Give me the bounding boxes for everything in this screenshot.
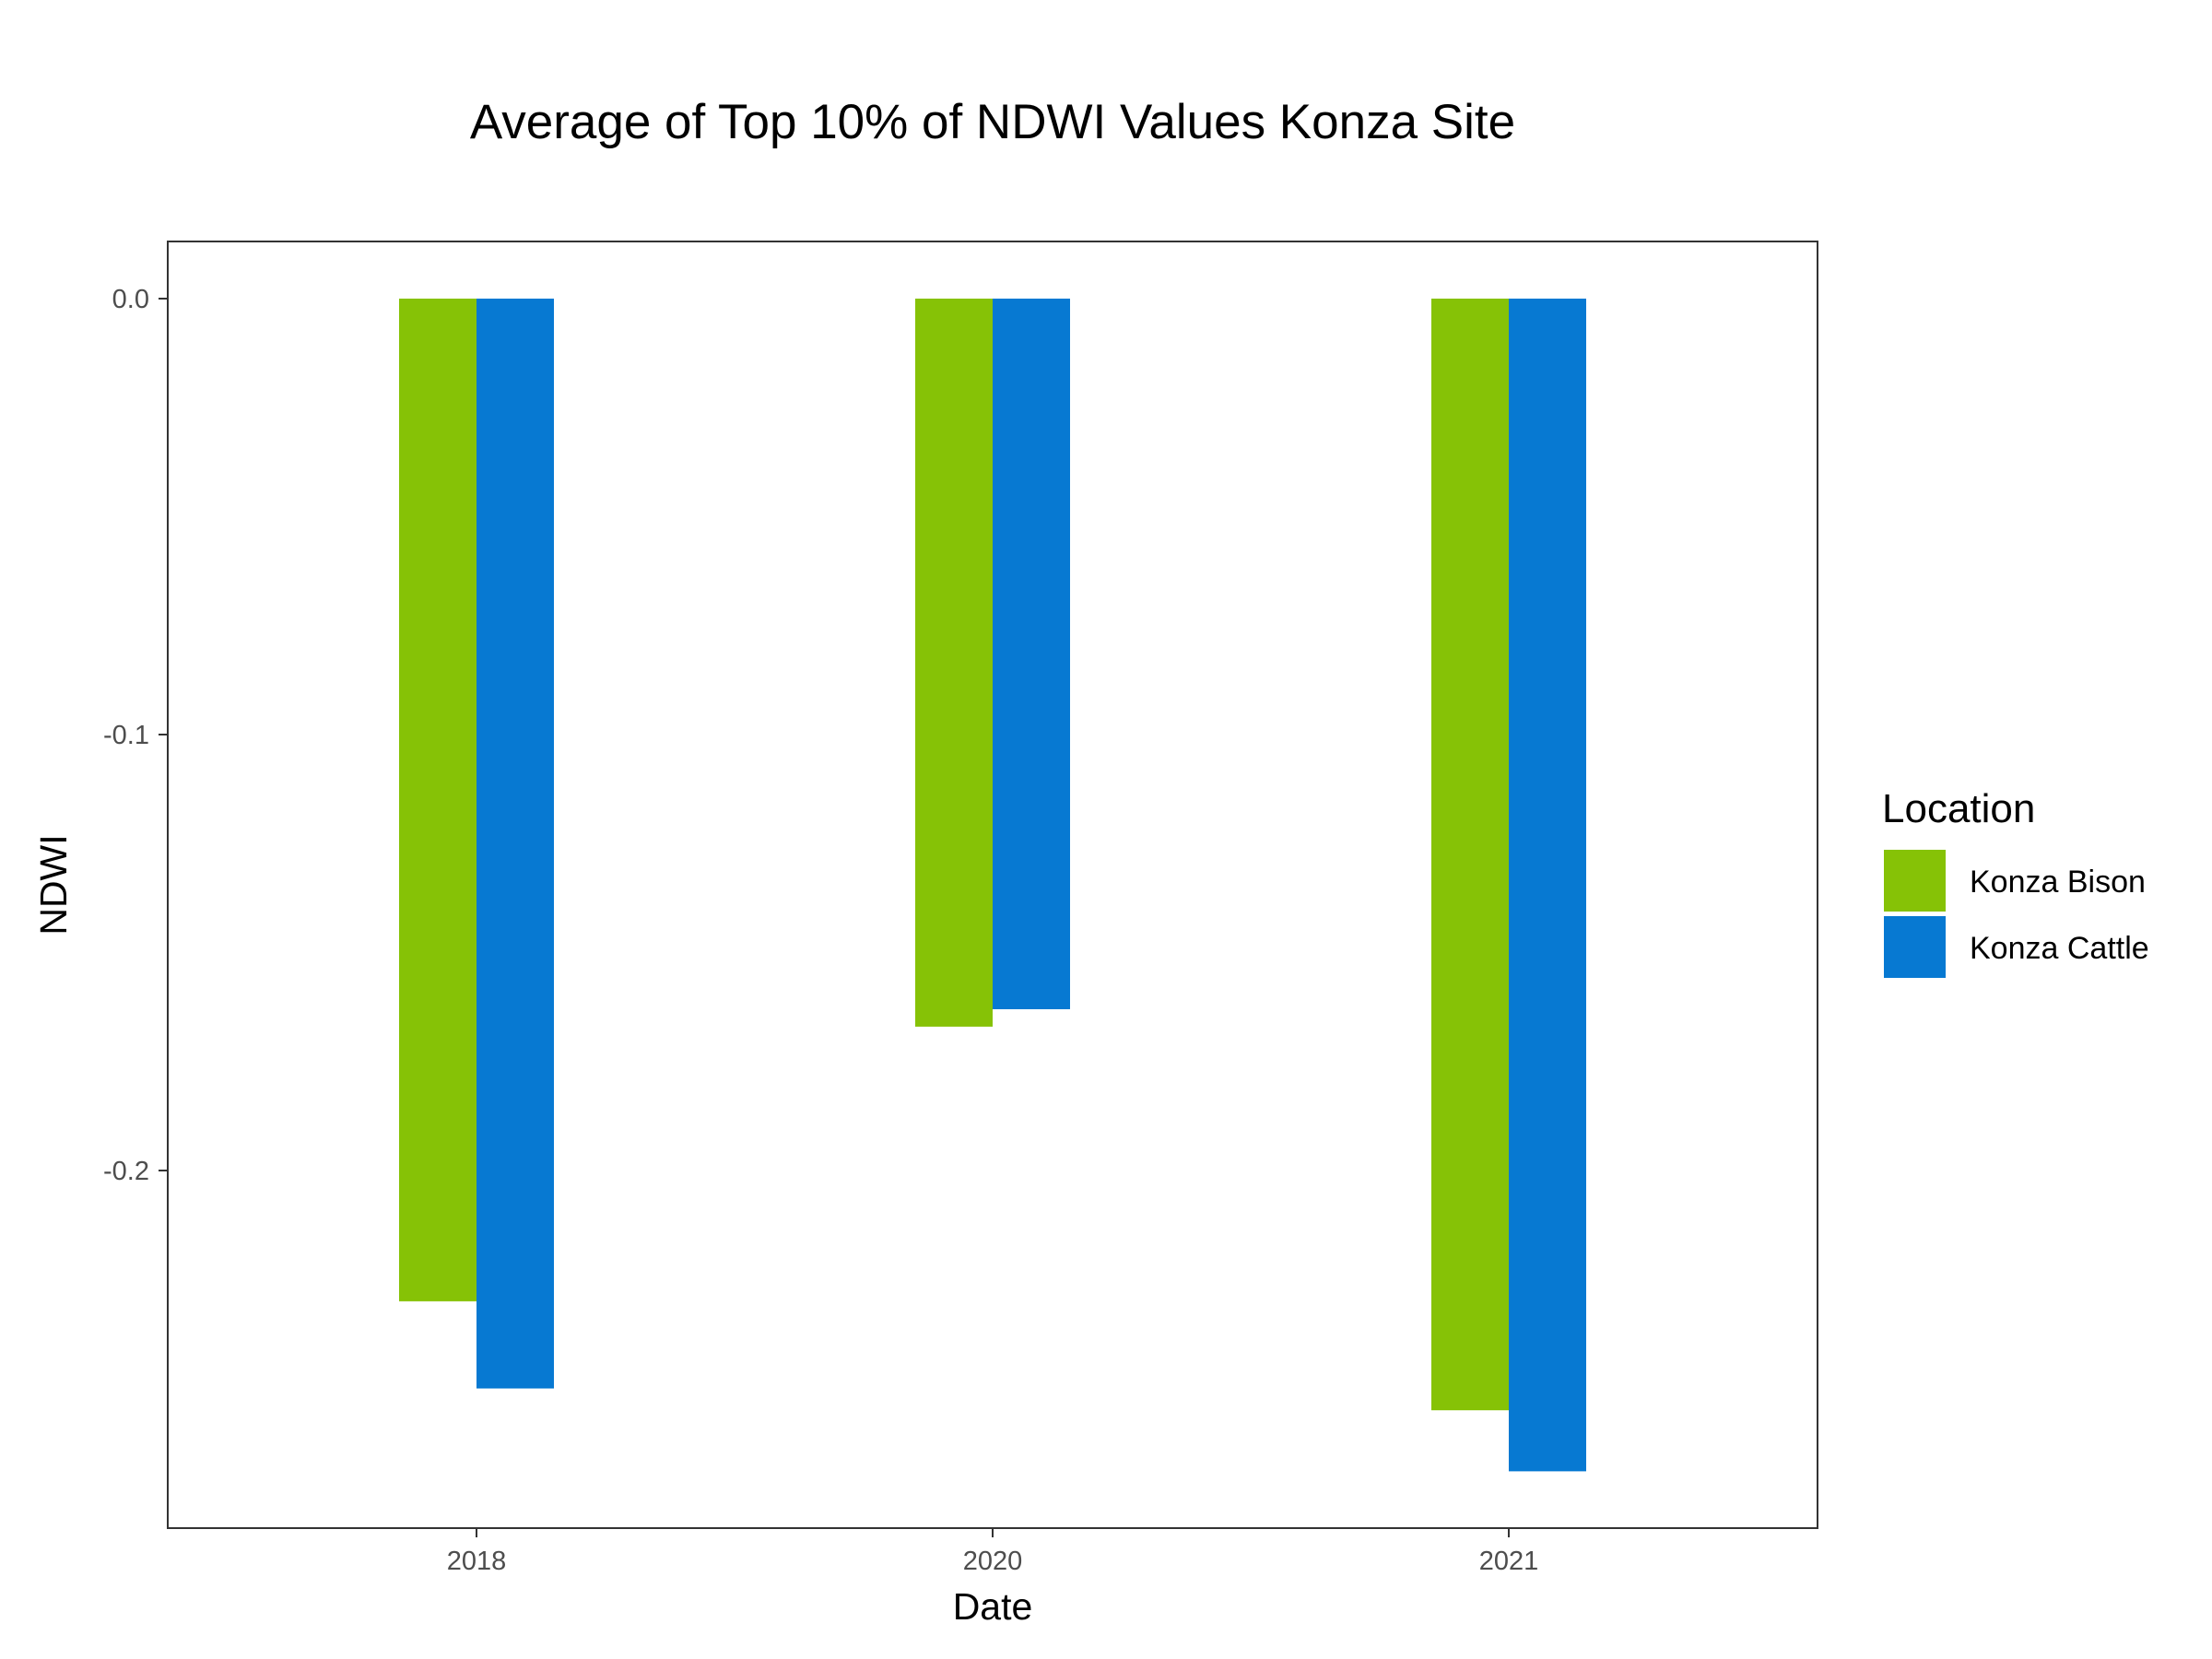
y-axis: 0.0 -0.1 -0.2 <box>103 285 168 1186</box>
y-tick-label: -0.1 <box>103 721 149 750</box>
x-axis: 2018 2020 2021 <box>447 1528 1539 1576</box>
bar-konza-cattle-2021 <box>1509 299 1586 1472</box>
bar-konza-cattle-2020 <box>993 299 1070 1009</box>
x-tick-label: 2020 <box>963 1547 1023 1576</box>
bar-konza-cattle-2018 <box>477 299 554 1389</box>
legend-key-konza-cattle <box>1884 916 1946 978</box>
bar-konza-bison-2018 <box>399 299 477 1301</box>
bars-group <box>399 299 1586 1472</box>
bar-konza-bison-2021 <box>1431 299 1509 1411</box>
legend-title: Location <box>1882 786 2035 831</box>
chart-title: Average of Top 10% of NDWI Values Konza … <box>470 95 1515 149</box>
legend-label: Konza Bison <box>1970 865 2146 900</box>
legend: Location Konza Bison Konza Cattle <box>1882 786 2149 978</box>
y-tick-label: 0.0 <box>112 285 149 314</box>
x-axis-title: Date <box>953 1585 1033 1628</box>
bar-konza-bison-2020 <box>915 299 993 1027</box>
legend-key-konza-bison <box>1884 850 1946 912</box>
x-tick-label: 2021 <box>1479 1547 1539 1576</box>
y-tick-label: -0.2 <box>103 1157 149 1186</box>
x-tick-label: 2018 <box>447 1547 507 1576</box>
legend-label: Konza Cattle <box>1970 931 2149 966</box>
y-axis-title: NDWI <box>32 834 75 935</box>
